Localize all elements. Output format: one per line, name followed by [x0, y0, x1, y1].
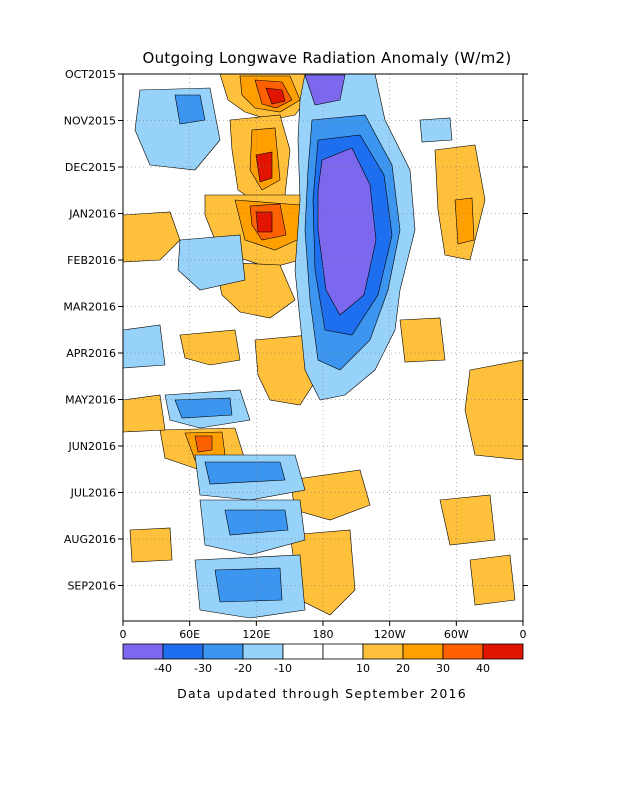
wet-region-oct-west-pacific [304, 74, 346, 106]
dry-blob-mid-pacific-apr [399, 317, 446, 363]
dry-blob-atlantic-jul [439, 494, 496, 546]
x-tick-label: 120E [242, 628, 270, 641]
colorbar-label: -20 [234, 662, 252, 675]
dry-max-oct [265, 87, 286, 105]
colorbar-label: 20 [396, 662, 410, 675]
negative-anomaly-regions [123, 74, 453, 619]
wet-core-indian-ocean-oct [174, 94, 206, 125]
x-tick-label: 0 [120, 628, 127, 641]
colorbar-swatch [442, 643, 484, 660]
y-tick-label: AUG2016 [64, 533, 116, 546]
x-tick-label: 0 [520, 628, 527, 641]
x-tick-label: 60E [179, 628, 200, 641]
colorbar-label: -30 [194, 662, 212, 675]
y-axis: OCT2015 NOV2015 DEC2015 JAN2016 FEB2016 MAR20… [63, 68, 528, 593]
colorbar-label: 30 [436, 662, 450, 675]
colorbar-swatch [242, 643, 284, 660]
y-tick-label: JUN2016 [67, 440, 116, 453]
colorbar-swatch [122, 643, 164, 660]
colorbar-label: -40 [154, 662, 172, 675]
wet-core-jun-jul [204, 461, 286, 485]
colorbar-swatch [282, 643, 324, 660]
colorbar-label: 10 [356, 662, 370, 675]
colorbar-swatch [322, 643, 364, 660]
y-tick-label: APR2016 [66, 347, 116, 360]
wet-region-atlantic-nov [419, 117, 453, 143]
y-tick-label: MAY2016 [65, 394, 116, 407]
colorbar-label: -10 [274, 662, 292, 675]
wet-core-sep [214, 567, 283, 603]
colorbar-swatch [482, 643, 524, 660]
colorbar-swatch [162, 643, 204, 660]
colorbar: -40 -30 -20 -10 10 20 30 40 [122, 643, 524, 675]
dry-blob-atlantic-sep [469, 554, 516, 606]
dry-blob-apr-west [179, 329, 241, 366]
y-tick-label: FEB2016 [67, 254, 116, 267]
dry-max-jan [255, 211, 273, 233]
y-tick-label: MAR2016 [63, 301, 116, 314]
dry-blob-atlantic-may [464, 359, 523, 461]
colorbar-label: 40 [476, 662, 490, 675]
x-tick-label: 120W [374, 628, 406, 641]
dry-blob-may-west [123, 394, 166, 433]
x-axis: 0 60E 120E 180 120W 60W 0 [120, 621, 527, 641]
wet-region-apr-west [123, 324, 166, 369]
colorbar-swatch [202, 643, 244, 660]
dry-blob-west-jan [123, 211, 181, 263]
y-tick-label: SEP2016 [67, 580, 116, 593]
dry-core-east-pacific [454, 197, 475, 245]
chart-title: Outgoing Longwave Radiation Anomaly (W/m… [142, 49, 511, 67]
y-tick-label: JAN2016 [68, 208, 116, 221]
wet-region-indian-ocean-feb [177, 234, 246, 291]
y-tick-label: NOV2015 [64, 115, 116, 128]
anomaly-field [123, 74, 523, 619]
x-tick-label: 180 [313, 628, 334, 641]
y-tick-label: DEC2015 [65, 161, 116, 174]
wet-core-may-jun [174, 397, 233, 419]
x-tick-label: 60W [444, 628, 469, 641]
data-updated-note: Data updated through September 2016 [177, 686, 467, 701]
colorbar-swatch [362, 643, 404, 660]
dry-blob-aug-west [129, 527, 173, 563]
y-tick-label: OCT2015 [65, 68, 116, 81]
colorbar-swatch [402, 643, 444, 660]
y-tick-label: JUL2016 [70, 487, 116, 500]
grid-lines [123, 74, 523, 621]
dry-peak-jun [194, 435, 213, 453]
wet-core-central-pacific [317, 147, 377, 316]
